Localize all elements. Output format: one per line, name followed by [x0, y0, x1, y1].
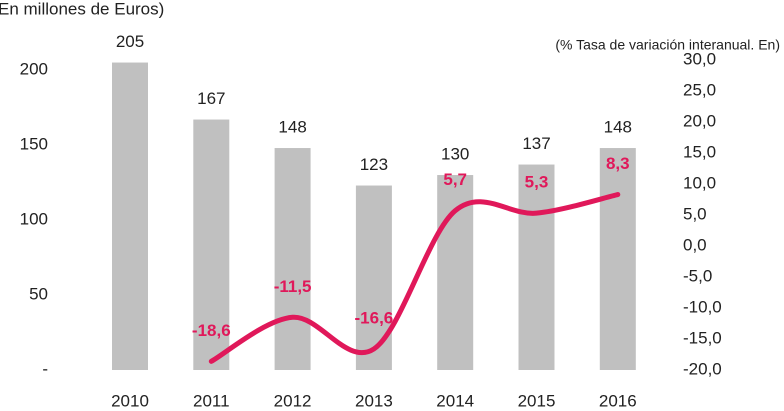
bar-label: 167	[197, 89, 225, 108]
x-tick-label: 2010	[111, 391, 149, 410]
line	[208, 192, 621, 364]
y2-tick-label: 20,0	[683, 111, 716, 130]
bar	[518, 164, 555, 370]
point-label: 5,7	[443, 170, 467, 189]
y2-tick-label: -20,0	[683, 359, 722, 378]
y-tick-label: 50	[29, 284, 48, 303]
y-tick-label: -	[42, 359, 48, 378]
bar-label: 137	[522, 134, 550, 153]
x-tick-label: 2011	[193, 391, 230, 410]
y2-tick-label: 25,0	[683, 80, 716, 99]
y2-tick-label: -10,0	[683, 297, 722, 316]
y2-tick-label: -5,0	[683, 266, 712, 285]
y2-tick-label: 15,0	[683, 142, 716, 161]
bar	[112, 62, 148, 370]
y-tick-label: 100	[20, 210, 48, 229]
bar-label: 148	[278, 118, 306, 137]
x-tick-label: 2012	[274, 391, 312, 410]
bar-label: 148	[604, 118, 632, 137]
bar-label: 205	[116, 32, 144, 51]
y2-tick-label: 0,0	[683, 235, 707, 254]
y2-tick-label: 10,0	[683, 173, 716, 192]
chart-title: En millones de Euros)	[0, 0, 164, 18]
bar	[193, 119, 230, 370]
point-label: -18,6	[192, 321, 231, 340]
bar	[599, 148, 636, 370]
y-tick-label: 200	[20, 60, 48, 79]
x-tick-label: 2013	[355, 391, 393, 410]
point-label: -16,6	[355, 308, 394, 327]
bar-label: 123	[360, 155, 388, 174]
y2-tick-label: -15,0	[683, 328, 722, 347]
x-tick-label: 2014	[436, 391, 474, 410]
point-label: -11,5	[274, 277, 312, 296]
y2-tick-label: 30,0	[683, 49, 716, 68]
x-tick-label: 2016	[599, 391, 637, 410]
y2-tick-label: 5,0	[683, 204, 707, 223]
bar	[274, 148, 311, 370]
bar-label: 130	[441, 145, 469, 164]
y-tick-label: 150	[20, 135, 48, 154]
chart-subtitle: (% Tasa de variación interanual. En)	[555, 37, 780, 53]
bar	[355, 185, 392, 370]
point-label: 5,3	[525, 173, 549, 192]
x-tick-label: 2015	[518, 391, 556, 410]
point-label: 8,3	[606, 154, 630, 173]
